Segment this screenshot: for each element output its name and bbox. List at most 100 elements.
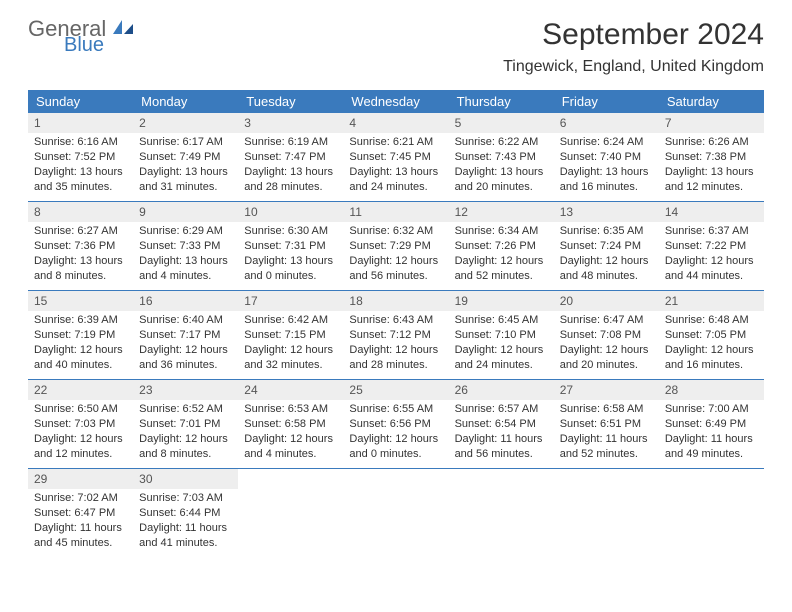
sunrise-text: Sunrise: 6:45 AM bbox=[455, 313, 548, 328]
daylight-text: Daylight: 13 hours bbox=[665, 165, 758, 180]
daylight-text-2: and 16 minutes. bbox=[560, 180, 653, 195]
daylight-text: Daylight: 13 hours bbox=[244, 254, 337, 269]
day-number: 21 bbox=[659, 291, 764, 311]
daylight-text: Daylight: 13 hours bbox=[139, 165, 232, 180]
sunrise-text: Sunrise: 6:19 AM bbox=[244, 135, 337, 150]
day-number: 16 bbox=[133, 291, 238, 311]
page-title: September 2024 bbox=[503, 18, 764, 52]
daylight-text: Daylight: 13 hours bbox=[349, 165, 442, 180]
sunset-text: Sunset: 7:52 PM bbox=[34, 150, 127, 165]
empty-day-cell bbox=[659, 469, 764, 557]
day-number: 7 bbox=[659, 113, 764, 133]
empty-day-cell bbox=[449, 469, 554, 557]
day-cell: 28Sunrise: 7:00 AMSunset: 6:49 PMDayligh… bbox=[659, 380, 764, 468]
day-body: Sunrise: 6:53 AMSunset: 6:58 PMDaylight:… bbox=[238, 400, 343, 465]
sunset-text: Sunset: 7:31 PM bbox=[244, 239, 337, 254]
sunrise-text: Sunrise: 6:47 AM bbox=[560, 313, 653, 328]
day-header: Thursday bbox=[449, 90, 554, 113]
daylight-text-2: and 24 minutes. bbox=[455, 358, 548, 373]
day-cell: 4Sunrise: 6:21 AMSunset: 7:45 PMDaylight… bbox=[343, 113, 448, 201]
sunrise-text: Sunrise: 6:27 AM bbox=[34, 224, 127, 239]
sunset-text: Sunset: 7:19 PM bbox=[34, 328, 127, 343]
day-number: 13 bbox=[554, 202, 659, 222]
day-body: Sunrise: 6:22 AMSunset: 7:43 PMDaylight:… bbox=[449, 133, 554, 198]
daylight-text: Daylight: 12 hours bbox=[349, 254, 442, 269]
sunset-text: Sunset: 7:26 PM bbox=[455, 239, 548, 254]
week-row: 22Sunrise: 6:50 AMSunset: 7:03 PMDayligh… bbox=[28, 379, 764, 468]
sunset-text: Sunset: 7:17 PM bbox=[139, 328, 232, 343]
day-cell: 19Sunrise: 6:45 AMSunset: 7:10 PMDayligh… bbox=[449, 291, 554, 379]
week-row: 1Sunrise: 6:16 AMSunset: 7:52 PMDaylight… bbox=[28, 113, 764, 201]
sunrise-text: Sunrise: 6:22 AM bbox=[455, 135, 548, 150]
daylight-text-2: and 48 minutes. bbox=[560, 269, 653, 284]
sunset-text: Sunset: 6:49 PM bbox=[665, 417, 758, 432]
day-body: Sunrise: 6:17 AMSunset: 7:49 PMDaylight:… bbox=[133, 133, 238, 198]
weeks-container: 1Sunrise: 6:16 AMSunset: 7:52 PMDaylight… bbox=[28, 113, 764, 557]
day-body: Sunrise: 6:24 AMSunset: 7:40 PMDaylight:… bbox=[554, 133, 659, 198]
empty-day-cell bbox=[554, 469, 659, 557]
sunset-text: Sunset: 7:43 PM bbox=[455, 150, 548, 165]
day-body: Sunrise: 6:19 AMSunset: 7:47 PMDaylight:… bbox=[238, 133, 343, 198]
day-number: 20 bbox=[554, 291, 659, 311]
day-body: Sunrise: 6:37 AMSunset: 7:22 PMDaylight:… bbox=[659, 222, 764, 287]
sunrise-text: Sunrise: 6:48 AM bbox=[665, 313, 758, 328]
day-number: 11 bbox=[343, 202, 448, 222]
day-body: Sunrise: 6:30 AMSunset: 7:31 PMDaylight:… bbox=[238, 222, 343, 287]
day-number: 26 bbox=[449, 380, 554, 400]
day-cell: 1Sunrise: 6:16 AMSunset: 7:52 PMDaylight… bbox=[28, 113, 133, 201]
sunrise-text: Sunrise: 6:40 AM bbox=[139, 313, 232, 328]
sunset-text: Sunset: 6:47 PM bbox=[34, 506, 127, 521]
sunrise-text: Sunrise: 6:24 AM bbox=[560, 135, 653, 150]
day-header: Wednesday bbox=[343, 90, 448, 113]
daylight-text: Daylight: 12 hours bbox=[34, 432, 127, 447]
day-number: 27 bbox=[554, 380, 659, 400]
daylight-text-2: and 40 minutes. bbox=[34, 358, 127, 373]
day-body: Sunrise: 6:21 AMSunset: 7:45 PMDaylight:… bbox=[343, 133, 448, 198]
day-cell: 30Sunrise: 7:03 AMSunset: 6:44 PMDayligh… bbox=[133, 469, 238, 557]
sunrise-text: Sunrise: 7:02 AM bbox=[34, 491, 127, 506]
sunrise-text: Sunrise: 6:34 AM bbox=[455, 224, 548, 239]
sunset-text: Sunset: 7:08 PM bbox=[560, 328, 653, 343]
logo: General Blue bbox=[28, 18, 135, 55]
daylight-text-2: and 24 minutes. bbox=[349, 180, 442, 195]
sunset-text: Sunset: 7:12 PM bbox=[349, 328, 442, 343]
daylight-text-2: and 45 minutes. bbox=[34, 536, 127, 551]
daylight-text-2: and 49 minutes. bbox=[665, 447, 758, 462]
day-number: 28 bbox=[659, 380, 764, 400]
sunrise-text: Sunrise: 6:17 AM bbox=[139, 135, 232, 150]
day-number: 12 bbox=[449, 202, 554, 222]
day-cell: 11Sunrise: 6:32 AMSunset: 7:29 PMDayligh… bbox=[343, 202, 448, 290]
day-cell: 20Sunrise: 6:47 AMSunset: 7:08 PMDayligh… bbox=[554, 291, 659, 379]
day-number: 15 bbox=[28, 291, 133, 311]
day-body: Sunrise: 6:45 AMSunset: 7:10 PMDaylight:… bbox=[449, 311, 554, 376]
day-number: 14 bbox=[659, 202, 764, 222]
day-cell: 14Sunrise: 6:37 AMSunset: 7:22 PMDayligh… bbox=[659, 202, 764, 290]
sunset-text: Sunset: 7:49 PM bbox=[139, 150, 232, 165]
day-cell: 10Sunrise: 6:30 AMSunset: 7:31 PMDayligh… bbox=[238, 202, 343, 290]
day-body: Sunrise: 6:16 AMSunset: 7:52 PMDaylight:… bbox=[28, 133, 133, 198]
day-body: Sunrise: 7:00 AMSunset: 6:49 PMDaylight:… bbox=[659, 400, 764, 465]
sunset-text: Sunset: 6:54 PM bbox=[455, 417, 548, 432]
day-number: 9 bbox=[133, 202, 238, 222]
daylight-text-2: and 52 minutes. bbox=[560, 447, 653, 462]
day-body: Sunrise: 6:47 AMSunset: 7:08 PMDaylight:… bbox=[554, 311, 659, 376]
day-number: 24 bbox=[238, 380, 343, 400]
week-row: 15Sunrise: 6:39 AMSunset: 7:19 PMDayligh… bbox=[28, 290, 764, 379]
sunset-text: Sunset: 7:24 PM bbox=[560, 239, 653, 254]
day-cell: 9Sunrise: 6:29 AMSunset: 7:33 PMDaylight… bbox=[133, 202, 238, 290]
day-cell: 6Sunrise: 6:24 AMSunset: 7:40 PMDaylight… bbox=[554, 113, 659, 201]
daylight-text-2: and 12 minutes. bbox=[665, 180, 758, 195]
day-number: 22 bbox=[28, 380, 133, 400]
day-body: Sunrise: 6:40 AMSunset: 7:17 PMDaylight:… bbox=[133, 311, 238, 376]
daylight-text-2: and 4 minutes. bbox=[139, 269, 232, 284]
daylight-text-2: and 8 minutes. bbox=[139, 447, 232, 462]
sunset-text: Sunset: 6:51 PM bbox=[560, 417, 653, 432]
daylight-text: Daylight: 12 hours bbox=[349, 343, 442, 358]
day-body: Sunrise: 6:29 AMSunset: 7:33 PMDaylight:… bbox=[133, 222, 238, 287]
day-cell: 8Sunrise: 6:27 AMSunset: 7:36 PMDaylight… bbox=[28, 202, 133, 290]
day-header-row: SundayMondayTuesdayWednesdayThursdayFrid… bbox=[28, 90, 764, 113]
sunset-text: Sunset: 7:47 PM bbox=[244, 150, 337, 165]
sunrise-text: Sunrise: 6:29 AM bbox=[139, 224, 232, 239]
day-cell: 15Sunrise: 6:39 AMSunset: 7:19 PMDayligh… bbox=[28, 291, 133, 379]
week-row: 29Sunrise: 7:02 AMSunset: 6:47 PMDayligh… bbox=[28, 468, 764, 557]
